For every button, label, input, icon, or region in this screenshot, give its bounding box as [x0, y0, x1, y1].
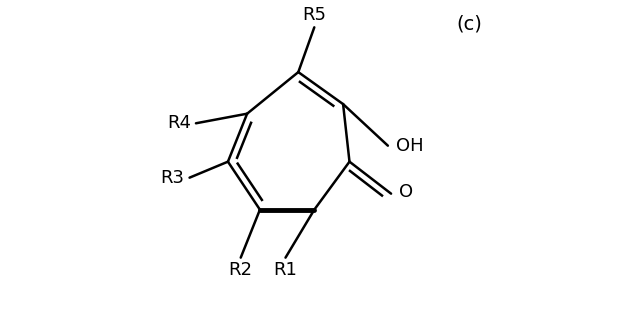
- Text: R2: R2: [229, 261, 253, 278]
- Text: R3: R3: [161, 169, 185, 187]
- Text: R1: R1: [274, 261, 297, 278]
- Text: (c): (c): [457, 15, 483, 34]
- Text: OH: OH: [396, 137, 424, 155]
- Text: R5: R5: [302, 6, 326, 25]
- Text: R4: R4: [167, 114, 191, 132]
- Text: O: O: [399, 183, 413, 201]
